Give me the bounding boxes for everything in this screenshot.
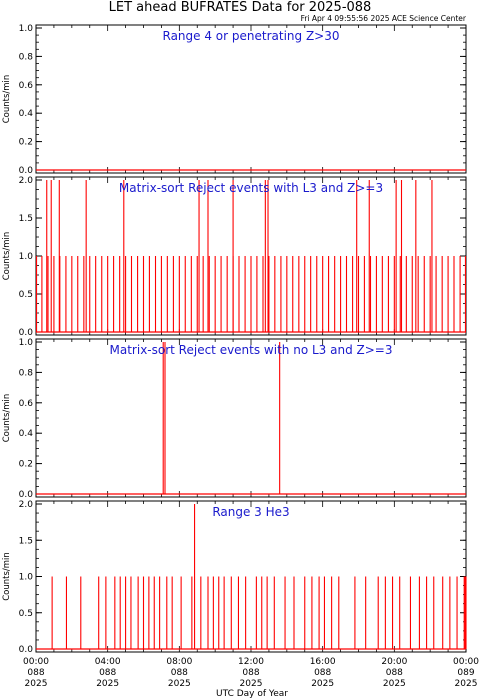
- panel-title: Range 3 He3: [212, 505, 289, 519]
- x-tick-year: 2025: [311, 679, 334, 689]
- x-tick-year: 2025: [240, 679, 263, 689]
- y-tick-label: 0.5: [19, 609, 33, 619]
- y-tick-label: 0.4: [19, 109, 34, 119]
- y-tick-label: 1.0: [19, 24, 34, 34]
- y-axis-label: Counts/min: [2, 394, 12, 443]
- y-tick-label: 0.0: [19, 328, 34, 338]
- panel-title: Matrix-sort Reject events with L3 and Z>…: [119, 181, 383, 195]
- y-axis-label: Counts/min: [2, 552, 12, 601]
- y-tick-label: 0.8: [19, 52, 34, 62]
- y-tick-label: 0.4: [19, 429, 34, 439]
- x-tick-year: 2025: [383, 679, 406, 689]
- panel-frame: [35, 24, 467, 174]
- x-tick-year: 2025: [168, 679, 191, 689]
- panel-title: Range 4 or penetrating Z>30: [163, 29, 340, 43]
- y-tick-label: 2.0: [19, 500, 34, 510]
- x-tick-doy: 088: [242, 668, 259, 678]
- y-axis-label: Counts/min: [2, 232, 12, 281]
- x-tick-doy: 088: [171, 668, 188, 678]
- y-tick-label: 1.0: [19, 252, 34, 262]
- y-tick-label: 0.2: [19, 460, 33, 470]
- y-tick-label: 0.0: [19, 645, 34, 655]
- timestamp-label: Fri Apr 4 09:55:56 2025 ACE Science Cent…: [301, 14, 467, 23]
- panel-3: 0.0 0.2 0.4 0.6 0.8 1.0 Counts/min Matrix-sort …: [2, 338, 467, 500]
- panel-title: Matrix-sort Reject events with no L3 and…: [110, 343, 393, 357]
- x-tick-year: 2025: [455, 679, 478, 689]
- x-tick-year: 2025: [96, 679, 119, 689]
- y-tick-label: 0.0: [19, 490, 34, 500]
- x-tick-year: 2025: [25, 679, 48, 689]
- y-tick-label: 0.8: [19, 368, 34, 378]
- x-tick-doy: 088: [386, 668, 403, 678]
- y-tick-label: 0.6: [19, 81, 34, 91]
- y-tick-label: 0.0: [19, 166, 34, 176]
- x-tick-doy: 089: [457, 668, 474, 678]
- x-tick-time: 04:00: [95, 657, 121, 667]
- y-tick-label: 0.5: [19, 290, 33, 300]
- x-tick-doy: 088: [99, 668, 116, 678]
- x-tick-doy: 088: [314, 668, 331, 678]
- x-tick-time: 16:00: [310, 657, 336, 667]
- y-tick-label: 1.0: [19, 573, 34, 583]
- x-tick-time: 00:00: [453, 657, 479, 667]
- x-axis-label: UTC Day of Year: [216, 689, 288, 699]
- panel-2: 0.0 0.5 1.0 1.5 2.0 Counts/min Matrix-sort Rej…: [2, 176, 467, 338]
- y-tick-label: 1.5: [19, 214, 33, 224]
- x-tick-time: 08:00: [166, 657, 192, 667]
- x-tick-doy: 088: [27, 668, 44, 678]
- y-tick-label: 1.0: [19, 338, 34, 348]
- panel-frame: [35, 338, 467, 498]
- panel-1: 0.0 0.2 0.4 0.6 0.8 1.0 Counts/min Range 4 or p…: [2, 24, 467, 176]
- figure-title: LET ahead BUFRATES Data for 2025-088: [109, 0, 372, 15]
- y-tick-label: 0.6: [19, 399, 34, 409]
- y-tick-label: 2.0: [19, 176, 34, 186]
- panel-4: 0.0 0.5 1.0 1.5 2.0 Counts/min Range 3 He3 00:0…: [2, 500, 479, 689]
- x-tick-time: 12:00: [238, 657, 264, 667]
- x-tick-time: 00:00: [23, 657, 49, 667]
- y-tick-label: 1.5: [19, 536, 33, 546]
- y-tick-label: 0.2: [19, 138, 33, 148]
- panel-frame: [35, 500, 467, 653]
- panels-group: 0.0 0.2 0.4 0.6 0.8 1.0 Counts/min Range 4 or p…: [2, 24, 479, 689]
- x-tick-time: 20:00: [381, 657, 407, 667]
- y-axis-label: Counts/min: [2, 75, 12, 124]
